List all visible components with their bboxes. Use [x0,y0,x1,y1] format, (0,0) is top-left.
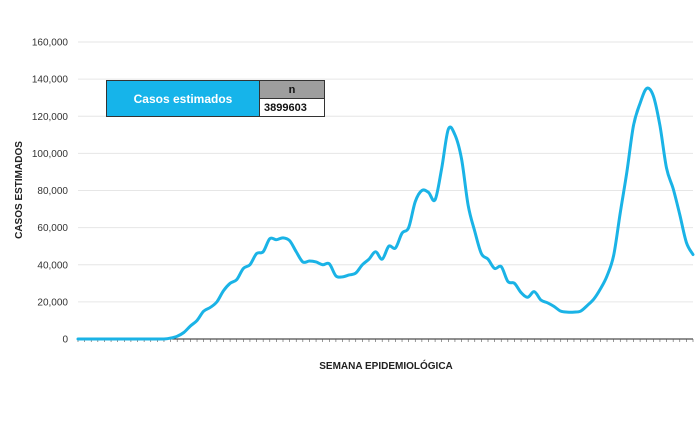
legend-n-header: n [260,81,324,99]
y-tick-label: 60,000 [37,223,68,234]
y-tick-label: 20,000 [37,297,68,308]
y-tick-label: 100,000 [32,149,69,160]
y-tick-label: 40,000 [37,260,68,271]
legend-box: Casos estimados n 3899603 [106,80,325,117]
series-line [76,86,695,341]
x-axis-label: SEMANA EPIDEMIOLÓGICA [319,359,453,372]
y-tick-label: 140,000 [32,75,69,86]
legend-count: n 3899603 [260,81,324,116]
y-axis-label: CASOS ESTIMADOS [14,141,25,239]
legend-label: Casos estimados [107,81,260,116]
y-tick-label: 160,000 [32,38,69,49]
y-tick-label: 120,000 [32,112,69,123]
legend-n-value: 3899603 [260,99,324,116]
y-tick-label: 80,000 [37,186,68,197]
y-tick-label: 0 [62,335,68,346]
y-axis-ticks: 0 20,000 40,000 60,000 80,000 100,000 120,000 1… [32,38,69,346]
